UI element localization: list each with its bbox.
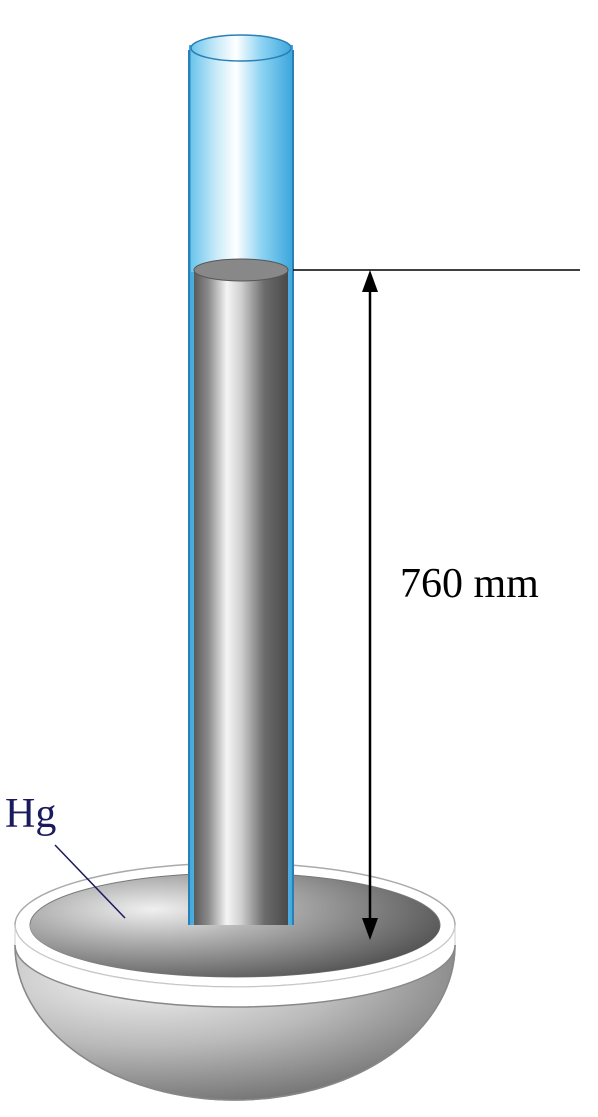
measurement-label: 760 mm xyxy=(400,560,539,608)
element-label: Hg xyxy=(5,790,56,838)
glass-tube xyxy=(189,35,293,960)
barometer-diagram: Hg 760 mm xyxy=(0,0,598,1117)
barometer-svg xyxy=(0,0,598,1117)
